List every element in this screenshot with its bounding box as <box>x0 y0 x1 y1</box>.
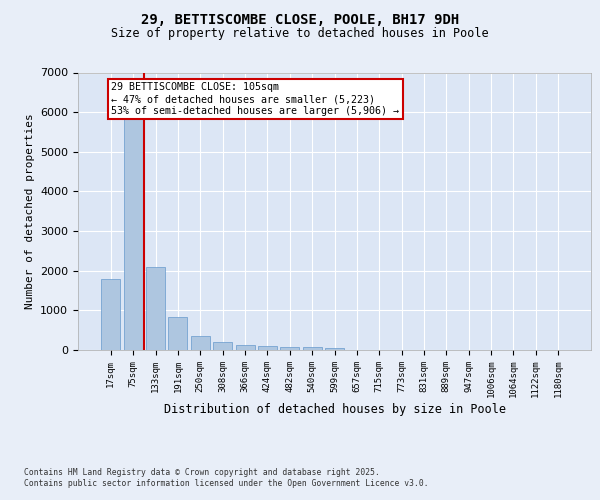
Text: Size of property relative to detached houses in Poole: Size of property relative to detached ho… <box>111 28 489 40</box>
Bar <box>101 280 121 350</box>
Bar <box>236 345 254 350</box>
Bar <box>325 348 344 350</box>
Text: Contains HM Land Registry data © Crown copyright and database right 2025.
Contai: Contains HM Land Registry data © Crown c… <box>24 468 428 487</box>
Bar <box>213 342 232 350</box>
Bar <box>191 336 210 350</box>
Bar <box>124 120 143 350</box>
Bar <box>146 267 165 350</box>
Bar <box>258 346 277 350</box>
X-axis label: Distribution of detached houses by size in Poole: Distribution of detached houses by size … <box>163 403 505 416</box>
Text: 29 BETTISCOMBE CLOSE: 105sqm
← 47% of detached houses are smaller (5,223)
53% of: 29 BETTISCOMBE CLOSE: 105sqm ← 47% of de… <box>111 82 399 116</box>
Bar <box>280 347 299 350</box>
Y-axis label: Number of detached properties: Number of detached properties <box>25 114 35 309</box>
Text: 29, BETTISCOMBE CLOSE, POOLE, BH17 9DH: 29, BETTISCOMBE CLOSE, POOLE, BH17 9DH <box>141 12 459 26</box>
Bar <box>302 348 322 350</box>
Bar <box>169 318 187 350</box>
